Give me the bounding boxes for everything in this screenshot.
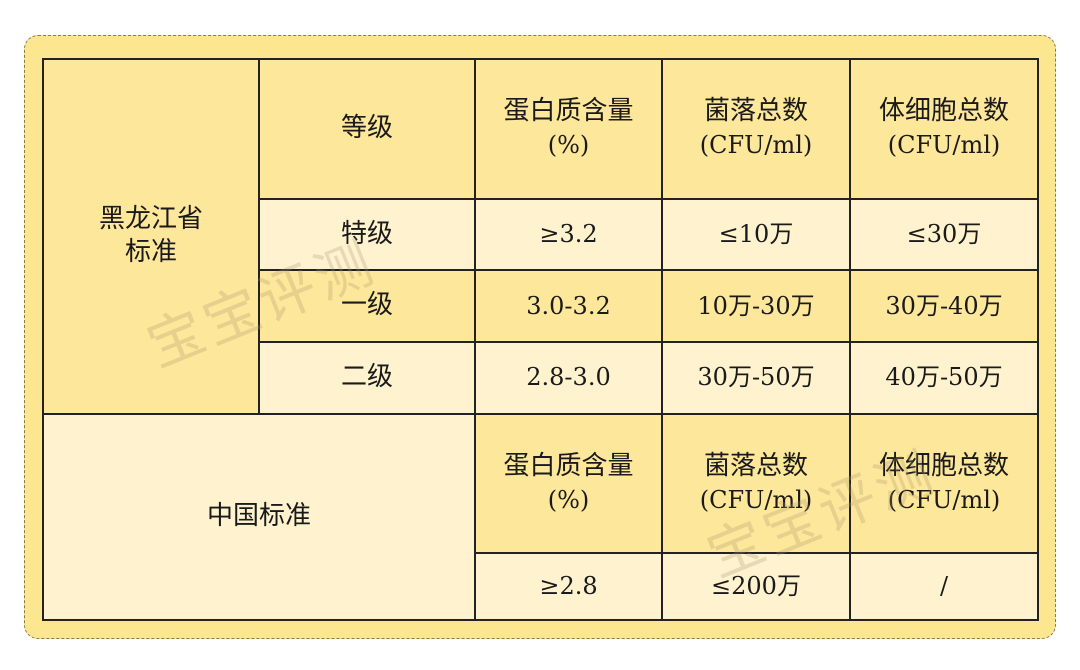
table-row: ≥2.8 ≤200万 / xyxy=(43,552,1039,621)
header-grade: 等级 xyxy=(258,58,476,200)
header-colony: 菌落总数 (CFU/ml) xyxy=(661,412,851,555)
header-text: 体细胞总数 xyxy=(878,95,1009,126)
table-row: 二级 2.8-3.0 30万-50万 40万-50万 xyxy=(43,341,1039,415)
cell-somatic: / xyxy=(849,552,1039,621)
header-somatic: 体细胞总数 (CFU/ml) xyxy=(849,412,1039,555)
header-text: 体细胞总数 xyxy=(878,450,1009,481)
cell-colony: ≤10万 xyxy=(661,197,851,272)
cell-grade: 一级 xyxy=(258,269,476,344)
cell-protein: ≥2.8 xyxy=(474,552,663,621)
header-unit: (CFU/ml) xyxy=(699,130,813,159)
china-label: 中国标准 xyxy=(42,412,476,622)
header-somatic: 体细胞总数 (CFU/ml) xyxy=(849,58,1039,200)
cell-somatic: 40万-50万 xyxy=(849,341,1039,415)
table-row: 特级 ≥3.2 ≤10万 ≤30万 xyxy=(43,197,1039,272)
label-line: 黑龙江省 xyxy=(98,203,203,234)
milk-standards-table: 黑龙江省 标准 等级 蛋白质含量 (%) 菌落总数 (CFU/ml) 体细胞总数 (CF… xyxy=(42,58,1039,622)
cell-protein: 2.8-3.0 xyxy=(474,341,663,415)
header-unit: (%) xyxy=(547,485,590,514)
cell-somatic: ≤30万 xyxy=(849,197,1039,272)
header-protein: 蛋白质含量 (%) xyxy=(474,412,663,555)
header-unit: (CFU/ml) xyxy=(699,485,813,514)
cell-grade: 二级 xyxy=(258,341,476,415)
table-row: 黑龙江省 标准 等级 蛋白质含量 (%) 菌落总数 (CFU/ml) 体细胞总数 (CF… xyxy=(42,58,1039,415)
header-unit: (CFU/ml) xyxy=(887,485,1001,514)
header-text: 菌落总数 xyxy=(703,450,808,481)
header-text: 蛋白质含量 xyxy=(503,450,634,481)
table-row: 中国标准 蛋白质含量 (%) 菌落总数 (CFU/ml) 体细胞总数 (CFU/ml) xyxy=(42,412,1039,622)
heilongjiang-label: 黑龙江省 标准 xyxy=(42,58,260,415)
header-colony: 菌落总数 (CFU/ml) xyxy=(661,58,851,200)
cell-protein: 3.0-3.2 xyxy=(474,269,663,344)
cell-grade: 特级 xyxy=(258,197,476,272)
table-row: 一级 3.0-3.2 10万-30万 30万-40万 xyxy=(43,269,1039,344)
header-unit: (CFU/ml) xyxy=(887,130,1001,159)
header-protein: 蛋白质含量 (%) xyxy=(474,58,663,200)
header-unit: (%) xyxy=(547,130,590,159)
cell-protein: ≥3.2 xyxy=(474,197,663,272)
label-line: 标准 xyxy=(124,237,177,268)
cell-colony: ≤200万 xyxy=(661,552,851,621)
cell-somatic: 30万-40万 xyxy=(849,269,1039,344)
cell-colony: 30万-50万 xyxy=(661,341,851,415)
header-text: 蛋白质含量 xyxy=(503,95,634,126)
cell-colony: 10万-30万 xyxy=(661,269,851,344)
header-text: 菌落总数 xyxy=(703,95,808,126)
